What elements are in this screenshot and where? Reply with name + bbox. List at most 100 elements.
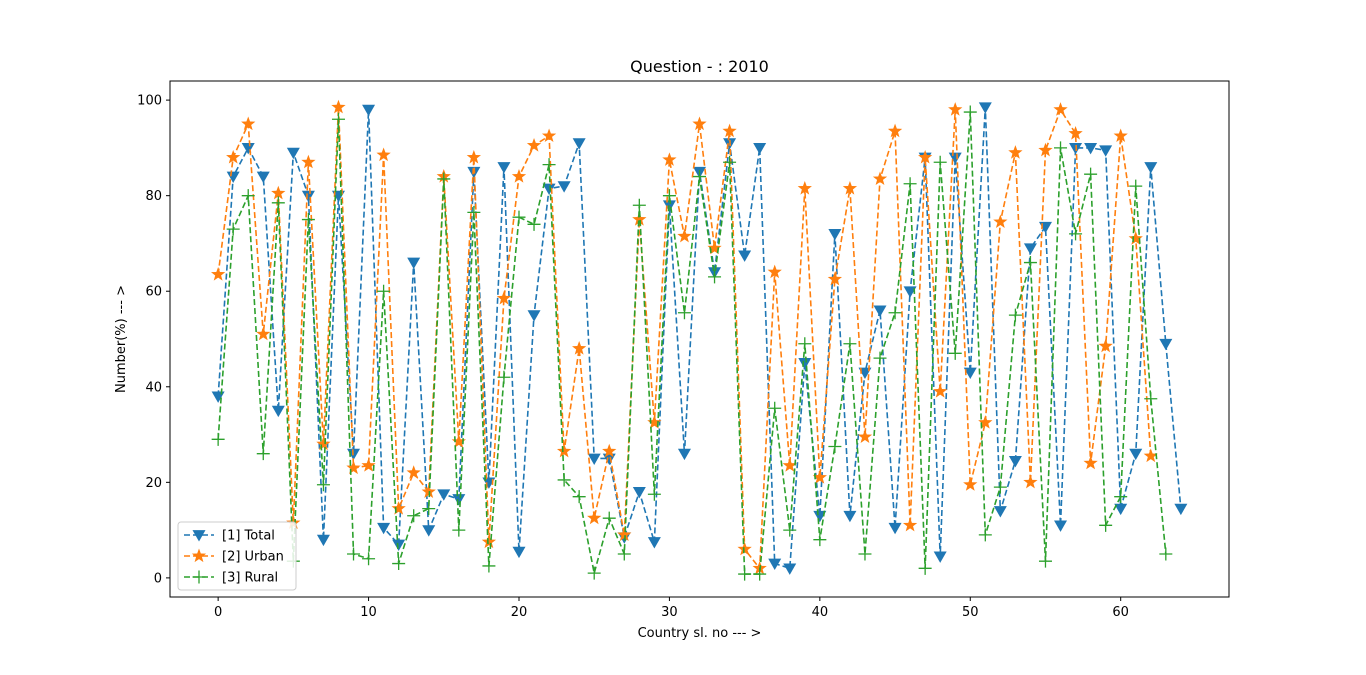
data-point bbox=[1129, 448, 1143, 461]
data-point bbox=[1053, 102, 1068, 116]
legend-item: [3] Rural bbox=[184, 570, 278, 586]
data-point bbox=[872, 171, 888, 186]
data-point bbox=[1114, 503, 1128, 516]
data-point bbox=[813, 533, 827, 547]
data-point bbox=[211, 267, 226, 281]
data-point bbox=[541, 128, 557, 143]
x-tick-label: 20 bbox=[511, 605, 528, 620]
data-point bbox=[903, 286, 917, 298]
data-point bbox=[466, 149, 481, 164]
data-point bbox=[1083, 455, 1098, 470]
data-point bbox=[647, 537, 661, 549]
y-tick-label: 0 bbox=[154, 571, 162, 586]
data-point bbox=[481, 534, 497, 549]
legend-item: [1] Total bbox=[184, 529, 275, 544]
data-point bbox=[753, 567, 767, 581]
data-point bbox=[797, 181, 812, 195]
data-point bbox=[271, 185, 286, 200]
data-point bbox=[602, 511, 616, 525]
data-point bbox=[437, 172, 451, 186]
data-point bbox=[978, 102, 992, 114]
y-tick-label: 100 bbox=[137, 94, 162, 109]
data-point bbox=[392, 539, 406, 551]
data-point bbox=[452, 523, 466, 537]
x-tick-label: 40 bbox=[812, 605, 829, 620]
data-point bbox=[843, 510, 857, 523]
legend-marker bbox=[192, 570, 206, 584]
data-point bbox=[556, 443, 572, 458]
data-point bbox=[451, 434, 466, 448]
data-point bbox=[1144, 162, 1158, 174]
data-point bbox=[1008, 145, 1023, 159]
data-point bbox=[271, 405, 285, 418]
data-point bbox=[241, 143, 255, 155]
data-point bbox=[1099, 145, 1113, 157]
data-point bbox=[813, 510, 827, 523]
data-point bbox=[1084, 143, 1098, 155]
data-point bbox=[241, 116, 256, 131]
data-point bbox=[948, 102, 963, 116]
data-point bbox=[497, 162, 511, 174]
data-point bbox=[662, 189, 676, 203]
data-point bbox=[377, 284, 391, 298]
data-point bbox=[467, 205, 481, 219]
data-point bbox=[1008, 455, 1022, 468]
data-point bbox=[888, 522, 902, 535]
series-3 bbox=[211, 105, 1173, 581]
legend-label: [2] Urban bbox=[222, 550, 284, 565]
data-point bbox=[331, 99, 346, 114]
data-point bbox=[888, 306, 902, 320]
data-point bbox=[903, 177, 917, 191]
data-point bbox=[542, 158, 556, 172]
data-point bbox=[1023, 256, 1037, 270]
data-point bbox=[693, 170, 706, 184]
data-point bbox=[256, 171, 270, 184]
data-point bbox=[256, 326, 271, 341]
data-point bbox=[887, 123, 903, 138]
data-point bbox=[526, 138, 542, 152]
data-point bbox=[617, 547, 631, 561]
data-point bbox=[527, 217, 541, 231]
data-point bbox=[286, 147, 300, 160]
data-point bbox=[1143, 448, 1158, 463]
y-tick-label: 60 bbox=[145, 285, 162, 300]
data-point bbox=[1023, 243, 1037, 255]
data-point bbox=[858, 547, 872, 561]
data-point bbox=[782, 458, 797, 472]
data-point bbox=[692, 116, 707, 131]
plot-frame bbox=[169, 80, 1230, 598]
data-point bbox=[707, 240, 722, 255]
data-point bbox=[1144, 392, 1158, 406]
data-point bbox=[1099, 518, 1113, 532]
x-axis-label: Country sl. no --- > bbox=[638, 626, 762, 641]
data-point bbox=[572, 490, 586, 504]
data-point bbox=[542, 183, 556, 195]
data-point bbox=[362, 552, 376, 566]
data-point bbox=[512, 210, 526, 224]
data-point bbox=[1159, 547, 1173, 561]
data-point bbox=[301, 154, 316, 169]
data-point bbox=[768, 401, 782, 415]
data-point bbox=[1068, 126, 1083, 140]
data-point bbox=[1159, 338, 1173, 351]
data-point bbox=[557, 181, 571, 193]
data-point bbox=[722, 123, 737, 138]
data-point bbox=[347, 547, 361, 561]
data-point bbox=[1113, 128, 1128, 143]
data-point bbox=[933, 155, 947, 169]
data-point bbox=[993, 480, 1007, 494]
legend-frame bbox=[177, 521, 297, 591]
data-point bbox=[362, 104, 376, 117]
data-point bbox=[632, 487, 646, 499]
x-tick-label: 10 bbox=[360, 605, 377, 620]
data-point bbox=[497, 370, 511, 384]
data-point bbox=[798, 358, 812, 370]
data-point bbox=[316, 478, 330, 492]
data-point bbox=[617, 527, 632, 541]
data-point bbox=[993, 506, 1007, 518]
data-point bbox=[948, 346, 962, 360]
data-point bbox=[768, 558, 782, 571]
data-point bbox=[857, 429, 873, 444]
